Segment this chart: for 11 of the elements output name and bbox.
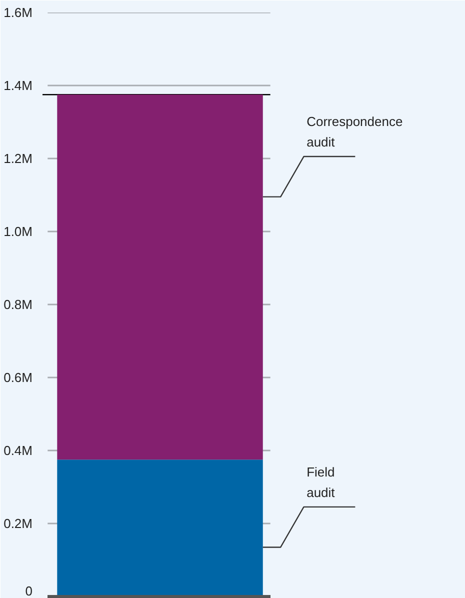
y-tick-label: 0.2M [4,516,33,531]
y-tick-label: 1.0M [4,224,33,239]
text: Field audit [306,464,336,500]
y-tick-label: 0.8M [4,297,33,312]
y-tick-label: 1.2M [4,151,33,166]
y-tick-label: 0.6M [4,370,33,385]
text: Correspondence audit [306,114,403,150]
y-tick-label: 1.6M [4,5,33,20]
y-tick-label: 1.4M [4,78,33,93]
y-tick-label: 0 [25,584,33,598]
y-tick-label: 0.4M [4,443,33,458]
